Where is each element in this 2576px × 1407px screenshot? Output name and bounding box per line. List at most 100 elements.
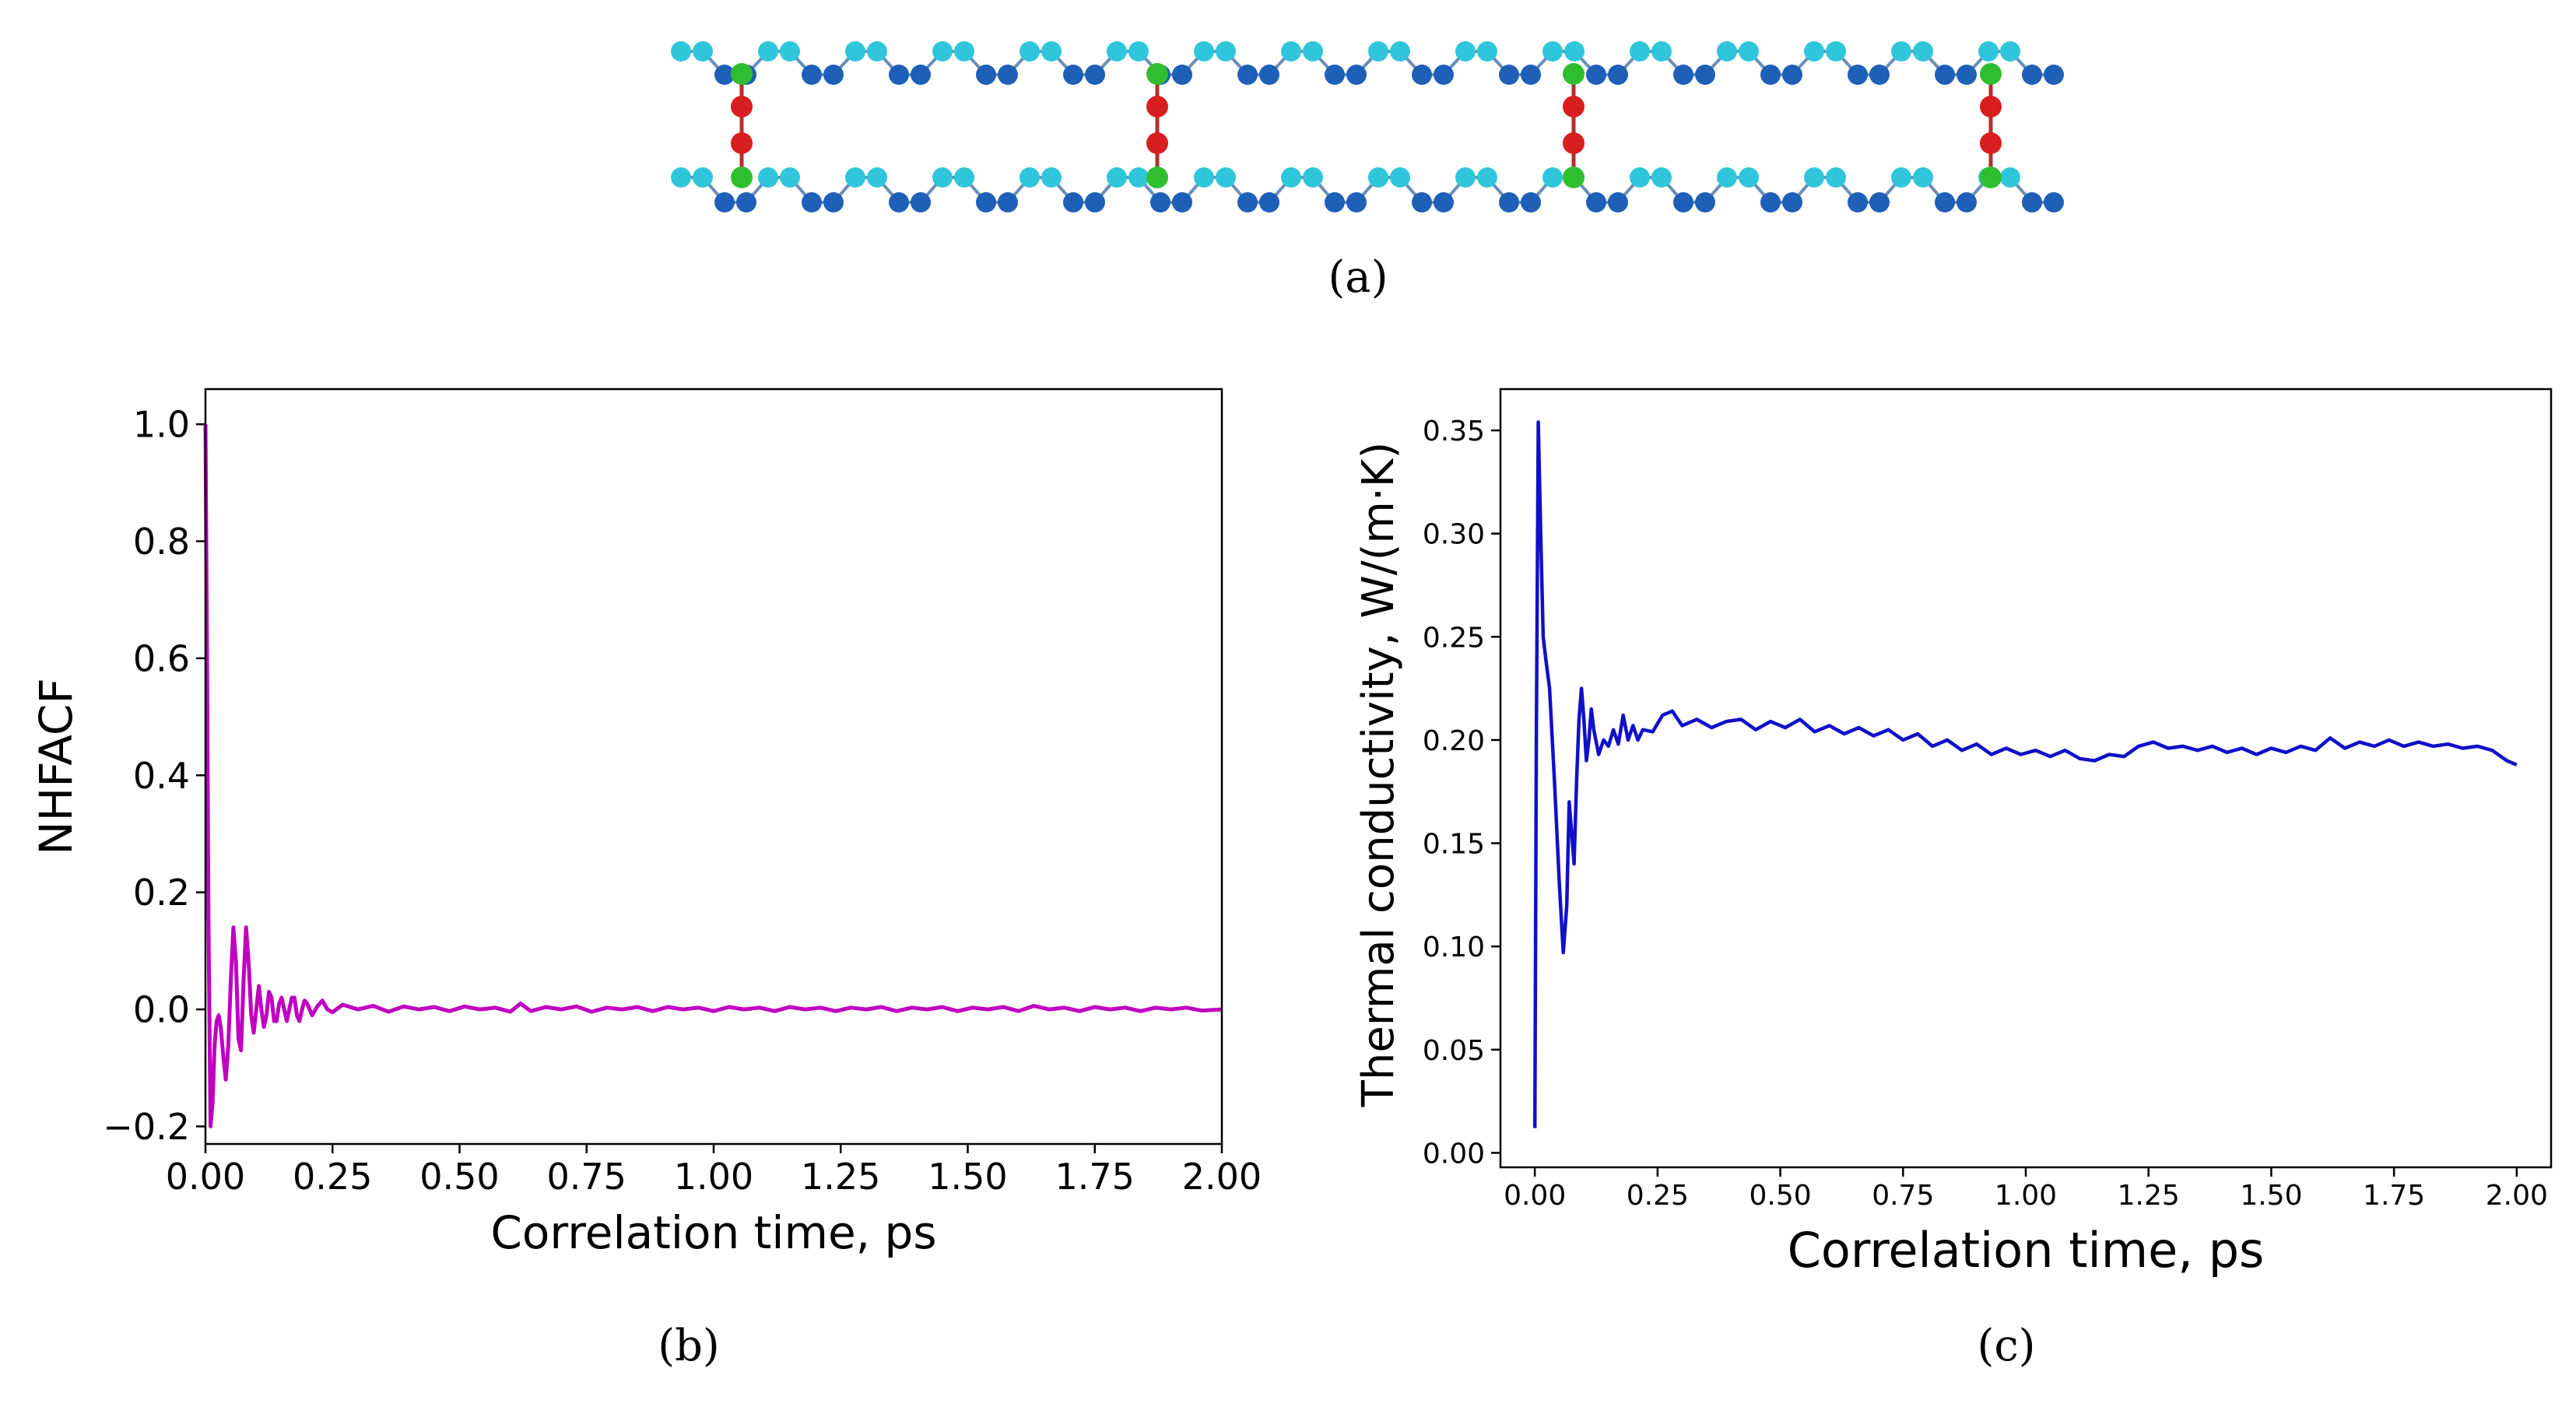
molecule-atom <box>780 167 800 188</box>
molecule-atom <box>1063 192 1083 212</box>
thermal-conductivity-y-tick-label: 0.05 <box>1423 1035 1485 1067</box>
molecule-atom <box>1935 65 1955 85</box>
molecule-atom <box>1150 192 1170 212</box>
molecule-atom <box>889 65 909 85</box>
molecule-atom <box>867 167 887 188</box>
molecule-atom-green <box>1563 63 1585 85</box>
nhfacf-y-tick-label: 1.0 <box>133 404 190 446</box>
panel-a-caption: (a) <box>1328 252 1388 303</box>
thermal-conductivity-y-tick-label: 0.15 <box>1423 829 1485 861</box>
molecule-atom-green <box>1563 167 1585 188</box>
molecule-atom <box>1978 41 1999 61</box>
thermal-conductivity-y-axis-label: Thermal conductivity, W/(m·K) <box>1353 442 1404 1108</box>
thermal-conductivity-plot-area: 0.00 0.25 0.50 0.75 1.00 1.25 1.50 1.75 2.00 0.00… <box>1423 416 2548 1212</box>
nhfacf-x-tick-label: 1.75 <box>1055 1156 1135 1198</box>
molecule-atom <box>1869 192 1890 212</box>
molecule-atom <box>1390 41 1410 61</box>
thermal-conductivity-y-tick-label: 0.25 <box>1423 622 1485 654</box>
thermal-conductivity-x-tick-label: 2.00 <box>2486 1180 2548 1212</box>
thermal-conductivity-y-tick-label: 0.20 <box>1423 725 1485 757</box>
molecule-atom <box>1085 65 1105 85</box>
molecule-atom <box>1107 167 1127 188</box>
thermal-conductivity-x-tick-label: 0.25 <box>1627 1180 1689 1212</box>
molecule-atom-red <box>731 96 753 118</box>
molecule-atom <box>1717 167 1737 188</box>
molecule-atom <box>1891 41 1911 61</box>
molecule-atom <box>1477 41 1497 61</box>
molecule-atom <box>2044 65 2064 85</box>
nhfacf-x-tick-label: 1.50 <box>928 1156 1007 1198</box>
molecule-atom <box>1390 167 1410 188</box>
molecule-atom <box>1063 65 1083 85</box>
molecule-atom <box>954 41 974 61</box>
nhfacf-y-tick-label: 0.0 <box>133 989 190 1031</box>
molecule-atom <box>736 192 756 212</box>
molecule-atom <box>1455 167 1476 188</box>
molecule-atom <box>1826 167 1846 188</box>
molecule-atom-green <box>1146 63 1168 85</box>
nhfacf-y-tick-label: 0.4 <box>133 755 190 797</box>
nhfacf-x-axis-label: Correlation time, ps <box>490 1206 936 1259</box>
molecule-atom <box>1695 192 1715 212</box>
molecule-atom <box>823 65 844 85</box>
nhfacf-x-tick-label: 0.25 <box>293 1156 372 1198</box>
molecule-atom <box>932 41 953 61</box>
molecule-atom <box>1782 65 1802 85</box>
molecule-atom <box>1739 41 1759 61</box>
nhfacf-x-tick-label: 1.00 <box>674 1156 753 1198</box>
molecule-atom <box>802 192 822 212</box>
molecule-atom <box>1259 65 1279 85</box>
molecule-atom <box>1325 192 1345 212</box>
molecule-atom <box>1194 41 1214 61</box>
molecule-atom <box>1673 192 1693 212</box>
molecule-atom <box>758 41 778 61</box>
molecule-atom <box>1368 41 1388 61</box>
molecule-atom <box>1651 167 1672 188</box>
thermal-conductivity-x-tick-label: 1.75 <box>2363 1180 2425 1212</box>
molecule-atom <box>1782 192 1802 212</box>
molecule-atom <box>1804 167 1824 188</box>
molecule-atom <box>1542 41 1563 61</box>
molecule-atom <box>1608 65 1628 85</box>
molecule-atom <box>1521 192 1541 212</box>
thermal-conductivity-x-tick-label: 1.50 <box>2240 1180 2302 1212</box>
molecule-atom <box>932 167 953 188</box>
molecule-atom <box>1455 41 1476 61</box>
molecule-atom <box>1673 65 1693 85</box>
molecule-atom-green <box>1980 167 2002 188</box>
molecule-atom <box>1020 41 1040 61</box>
molecule-atom-red <box>1146 96 1168 118</box>
molecule-atom-red <box>1563 96 1585 118</box>
thermal-conductivity-chart: 0.00 0.25 0.50 0.75 1.00 1.25 1.50 1.75 2.00 0.00… <box>1353 388 2553 1371</box>
molecule-atom <box>1848 192 1868 212</box>
molecule-atom <box>1259 192 1279 212</box>
molecule-atom <box>1804 41 1824 61</box>
molecule-atom-green <box>731 167 753 188</box>
molecule-atom <box>911 65 931 85</box>
molecule-atom <box>1869 65 1890 85</box>
molecule-atom-red <box>1980 132 2002 154</box>
molecule-atom-red <box>1563 132 1585 154</box>
nhfacf-series-line <box>203 424 1223 1128</box>
thermal-conductivity-y-tick-label: 0.35 <box>1423 416 1485 447</box>
molecule-atom <box>671 167 691 188</box>
molecule-atom <box>1041 41 1062 61</box>
molecule-atom <box>714 65 735 85</box>
molecule-atom <box>1107 41 1127 61</box>
thermal-conductivity-x-tick-label: 0.75 <box>1872 1180 1934 1212</box>
molecule-atom <box>780 41 800 61</box>
molecule-atom <box>1630 167 1650 188</box>
molecule-atom <box>1913 41 1933 61</box>
molecule-atom <box>845 41 865 61</box>
molecule-atom <box>2000 167 2020 188</box>
molecule-atom <box>1346 192 1367 212</box>
molecule-atom <box>671 41 691 61</box>
nhfacf-plot-area: 0.00 0.25 0.50 0.75 1.00 1.25 1.50 1.75 2.00 −0.2… <box>103 404 1262 1198</box>
nhfacf-y-axis-label: NHFACF <box>30 678 82 855</box>
molecule-atom <box>1848 65 1868 85</box>
molecule-atom <box>1085 192 1105 212</box>
nhfacf-x-tick-label: 0.00 <box>166 1156 245 1198</box>
thermal-conductivity-x-tick-label: 0.00 <box>1504 1180 1566 1212</box>
nhfacf-y-tick-label: 0.2 <box>133 872 190 914</box>
nhfacf-y-tick-label: −0.2 <box>103 1106 190 1148</box>
